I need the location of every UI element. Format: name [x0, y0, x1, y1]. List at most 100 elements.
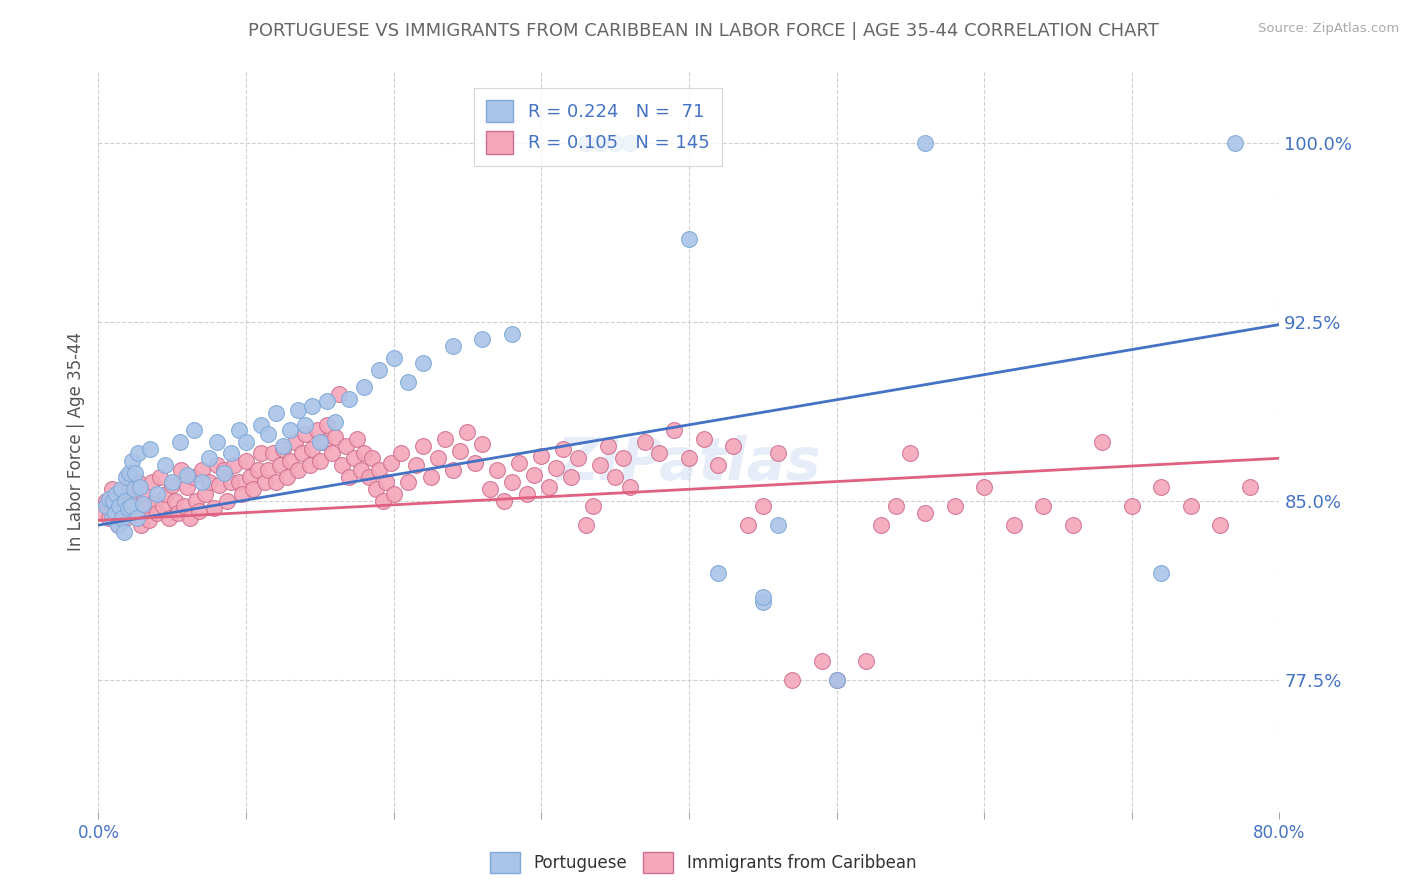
Point	[464, 456, 486, 470]
Point	[184, 494, 207, 508]
Point	[501, 327, 523, 342]
Point	[110, 483, 132, 497]
Point	[353, 446, 375, 460]
Point	[1062, 518, 1084, 533]
Point	[1223, 136, 1246, 150]
Point	[900, 446, 922, 460]
Point	[508, 456, 530, 470]
Point	[176, 467, 198, 482]
Point	[321, 446, 343, 460]
Point	[107, 518, 129, 533]
Point	[574, 136, 596, 150]
Point	[368, 363, 391, 377]
Point	[441, 339, 464, 353]
Point	[129, 518, 152, 533]
Point	[135, 501, 157, 516]
Point	[118, 466, 141, 480]
Point	[146, 487, 169, 501]
Point	[914, 136, 936, 150]
Point	[115, 470, 138, 484]
Point	[373, 494, 395, 508]
Text: Source: ZipAtlas.com: Source: ZipAtlas.com	[1258, 22, 1399, 36]
Point	[737, 518, 759, 533]
Point	[537, 480, 560, 494]
Point	[316, 393, 339, 408]
Point	[478, 483, 501, 497]
Point	[825, 673, 848, 688]
Point	[146, 506, 169, 520]
Point	[309, 434, 332, 449]
Point	[254, 475, 277, 490]
Point	[305, 423, 328, 437]
Point	[215, 494, 238, 508]
Point	[100, 511, 122, 525]
Point	[396, 475, 419, 490]
Point	[544, 460, 567, 475]
Point	[143, 494, 166, 508]
Point	[127, 475, 149, 490]
Point	[589, 136, 612, 150]
Point	[353, 379, 375, 393]
Point	[855, 654, 877, 668]
Point	[149, 470, 172, 484]
Point	[165, 494, 187, 508]
Point	[132, 497, 155, 511]
Text: ZIPatlas: ZIPatlas	[557, 435, 821, 492]
Point	[271, 439, 294, 453]
Point	[138, 513, 160, 527]
Point	[567, 451, 589, 466]
Point	[766, 446, 789, 460]
Point	[194, 487, 217, 501]
Point	[486, 463, 509, 477]
Point	[250, 446, 273, 460]
Point	[219, 475, 242, 490]
Point	[162, 477, 183, 491]
Point	[231, 487, 253, 501]
Point	[167, 506, 190, 520]
Point	[250, 417, 273, 432]
Point	[91, 506, 114, 520]
Point	[122, 483, 145, 497]
Point	[287, 463, 309, 477]
Point	[97, 491, 120, 506]
Point	[368, 463, 391, 477]
Point	[115, 511, 138, 525]
Point	[664, 423, 686, 437]
Point	[235, 453, 257, 467]
Point	[707, 566, 730, 580]
Point	[239, 470, 262, 484]
Point	[124, 506, 146, 520]
Point	[202, 501, 225, 516]
Point	[125, 511, 148, 525]
Point	[257, 427, 280, 442]
Point	[471, 332, 494, 346]
Point	[419, 470, 441, 484]
Point	[173, 499, 195, 513]
Point	[264, 475, 287, 490]
Point	[1150, 566, 1173, 580]
Point	[314, 434, 336, 449]
Point	[389, 446, 412, 460]
Point	[396, 375, 419, 389]
Point	[262, 446, 284, 460]
Point	[121, 453, 143, 467]
Point	[257, 463, 280, 477]
Point	[278, 453, 302, 467]
Point	[294, 427, 316, 442]
Point	[360, 451, 382, 466]
Point	[121, 494, 143, 508]
Point	[530, 449, 553, 463]
Point	[343, 451, 366, 466]
Point	[337, 392, 360, 406]
Point	[434, 432, 457, 446]
Point	[825, 673, 848, 688]
Point	[117, 501, 139, 516]
Point	[810, 654, 832, 668]
Point	[152, 499, 174, 513]
Point	[128, 480, 150, 494]
Point	[596, 439, 619, 453]
Point	[309, 453, 332, 467]
Point	[284, 434, 307, 449]
Point	[456, 425, 478, 439]
Point	[375, 475, 398, 490]
